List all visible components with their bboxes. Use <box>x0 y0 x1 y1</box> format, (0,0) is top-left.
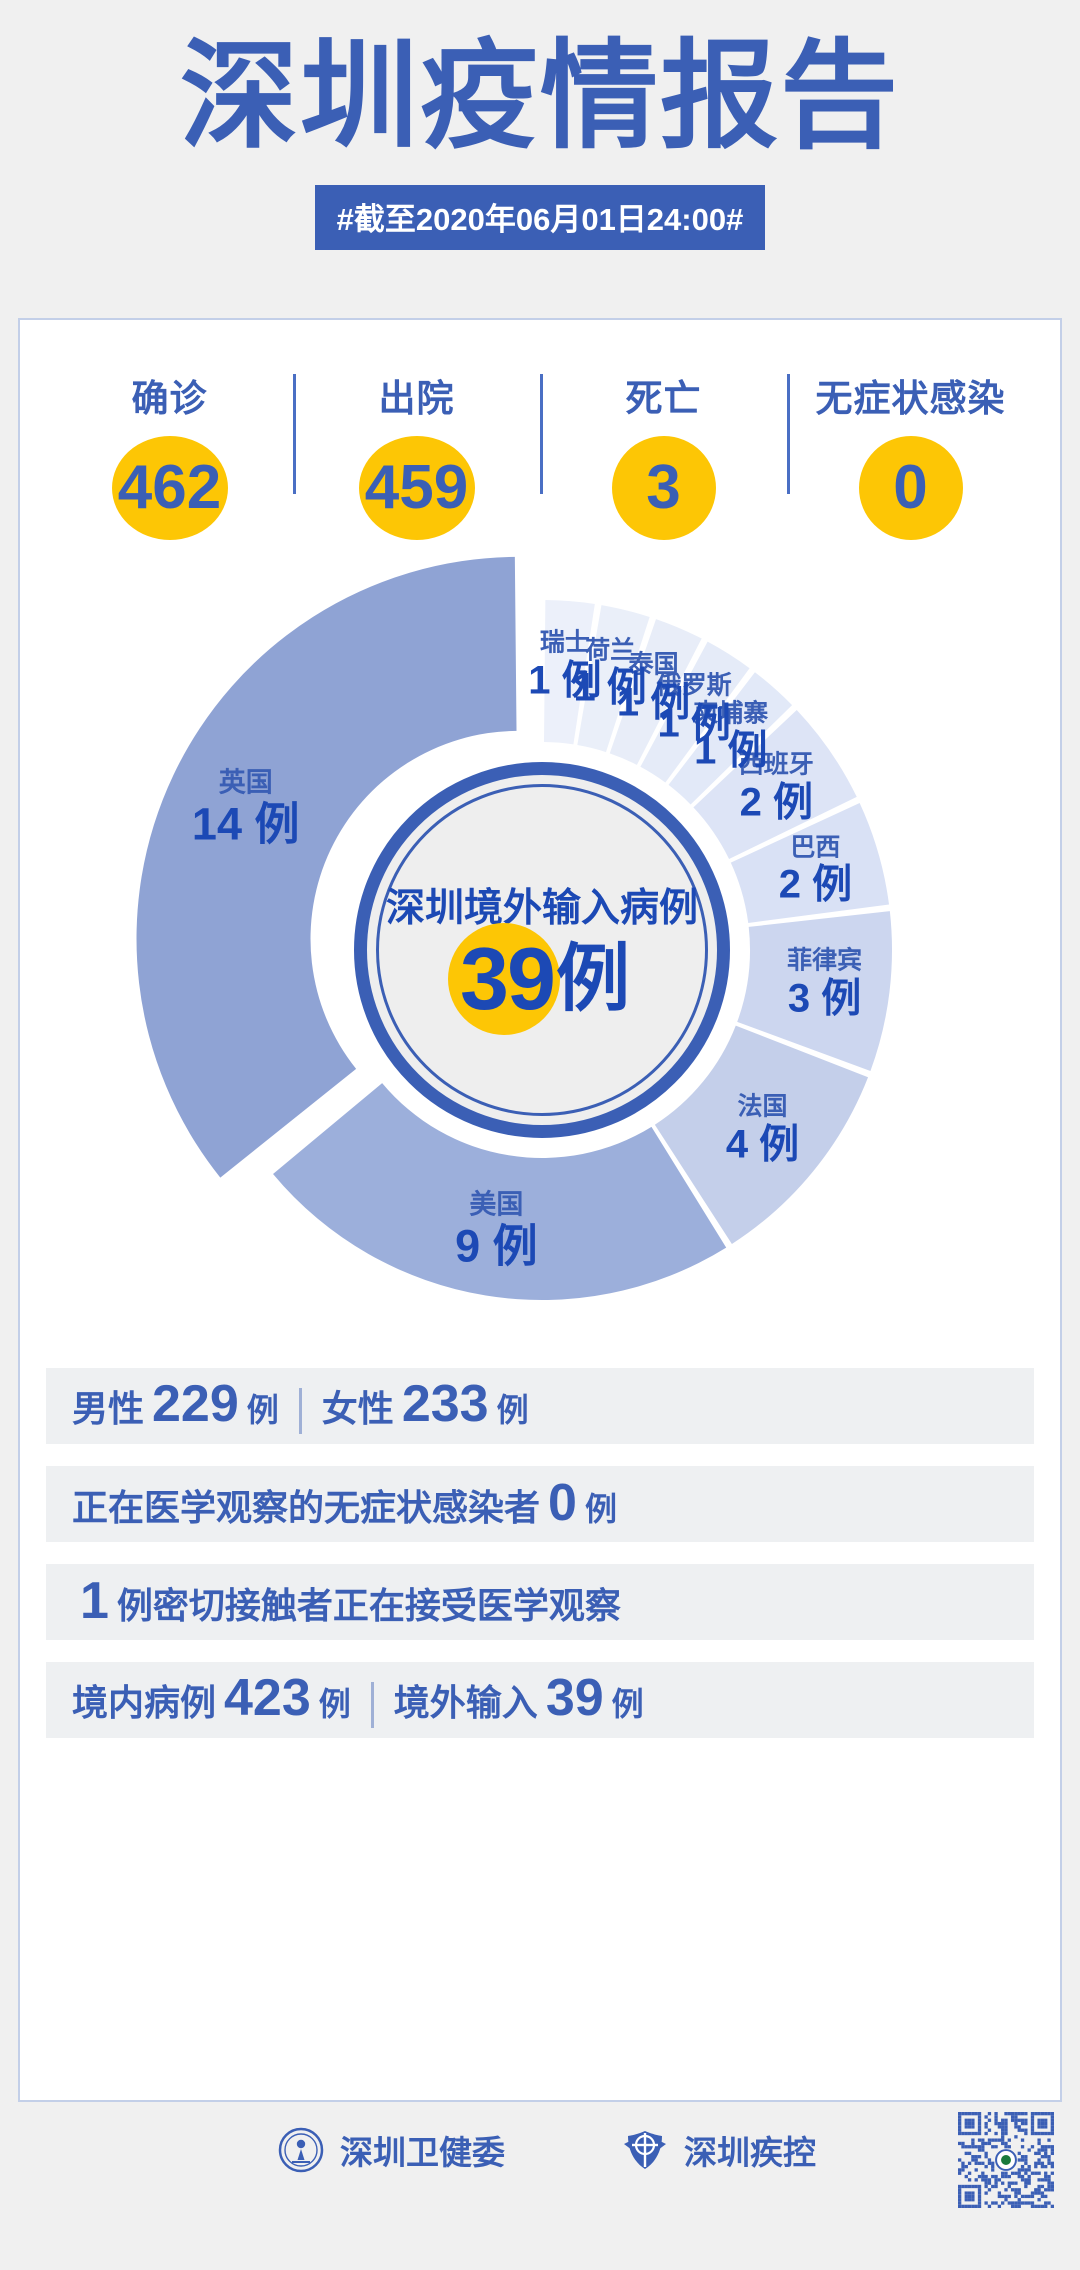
donut-center-unit: 例 <box>555 937 630 1020</box>
report-timestamp-badge: #截至2020年06月01日24:00# <box>314 185 766 251</box>
info-bar-text: 男性 229 例女性 233 例 <box>72 1374 529 1435</box>
imported-cases-donut-chart: 英国 14 例美国 9 例法国 4 例菲律宾 3 例巴西 2 例西班牙 2 例柬埔寨 1 例俄… <box>20 550 1064 1350</box>
bar-unit: 例 <box>318 1685 351 1722</box>
donut-slice-柬埔寨 <box>668 672 793 805</box>
stat-value-circle: 0 <box>858 436 963 540</box>
bar-label: 例密切接触者正在接受医学观察 <box>116 1585 621 1626</box>
stat-discharged: 出院 459 <box>293 368 540 540</box>
bar-number: 0 <box>548 1474 577 1532</box>
bar-label: 正在医学观察的无症状感染者 <box>72 1487 541 1528</box>
donut-slice-瑞士 <box>543 600 595 745</box>
donut-slice-泰国 <box>609 619 702 765</box>
donut-slice-俄罗斯 <box>640 641 750 783</box>
donut-slice-荷兰 <box>577 605 650 753</box>
stat-value-circle: 459 <box>358 436 475 540</box>
subtitle-container: #截至2020年06月01日24:00# <box>0 185 1080 251</box>
stat-value: 462 <box>117 453 222 522</box>
bar-label: 女性 <box>321 1387 394 1429</box>
stat-label: 死亡 <box>625 378 702 419</box>
donut-chart-svg <box>136 556 892 1300</box>
donut-center-title: 深圳境外输入病例 <box>385 887 698 930</box>
bar-number: 233 <box>401 1374 489 1433</box>
donut-slice-菲律宾 <box>737 911 892 1071</box>
summary-stats-row: 确诊 462 出院 459 死亡 3 无症状感染 0 <box>20 320 1060 540</box>
bar-unit: 例 <box>246 1391 279 1428</box>
donut-slice-美国 <box>273 1083 727 1300</box>
donut-slice-英国 <box>136 556 517 1178</box>
bar-number: 229 <box>152 1374 239 1433</box>
footer-org-name: 深圳卫健委 <box>340 2134 505 2171</box>
stat-label: 无症状感染 <box>815 378 1006 419</box>
info-bars: 男性 229 例女性 233 例正在医学观察的无症状感染者 0 例 1 例密切接触者正在接受医学… <box>20 1368 1060 1738</box>
info-bar-text: 1 例密切接触者正在接受医学观察 <box>72 1575 621 1629</box>
health-commission-logo-icon <box>278 2127 324 2173</box>
stat-deaths: 死亡 3 <box>540 368 787 540</box>
stat-confirmed: 确诊 462 <box>46 368 293 540</box>
stat-value: 459 <box>364 453 469 522</box>
cdc-shield-logo-icon <box>624 2131 666 2169</box>
bar-label: 境内病例 <box>72 1681 217 1723</box>
stat-value-circle: 3 <box>611 436 716 540</box>
stat-asymptomatic: 无症状感染 0 <box>787 368 1034 540</box>
donut-slice-巴西 <box>730 802 890 923</box>
bar-number: 39 <box>545 1668 604 1727</box>
donut-center: 深圳境外输入病例 39 例 <box>354 762 730 1138</box>
donut-center-total: 39 例 <box>448 923 630 1035</box>
footer: 深圳卫健委 深圳疾控 <box>0 2112 1080 2250</box>
info-bar-domestic-imported: 境内病例 423 例境外输入 39 例 <box>46 1662 1034 1738</box>
stat-value: 3 <box>646 453 681 522</box>
bar-label: 境外输入 <box>393 1681 538 1723</box>
stat-value: 0 <box>893 453 928 522</box>
stat-label: 出院 <box>378 378 455 419</box>
donut-slice-西班牙 <box>693 709 857 860</box>
bar-unit: 例 <box>584 1491 617 1527</box>
info-bar-text: 正在医学观察的无症状感染者 0 例 <box>72 1477 617 1531</box>
footer-org-cdc: 深圳疾控 <box>622 2126 816 2174</box>
footer-org-health-commission: 深圳卫健委 <box>278 2126 505 2174</box>
donut-center-number: 39 <box>460 929 556 1028</box>
bar-number: 423 <box>224 1668 311 1727</box>
bar-divider <box>298 1388 302 1435</box>
info-bar-text: 境内病例 423 例境外输入 39 例 <box>72 1668 644 1729</box>
stat-label: 确诊 <box>131 378 208 419</box>
report-card: 确诊 462 出院 459 死亡 3 无症状感染 0 英 <box>18 318 1062 2102</box>
bar-number: 1 <box>80 1572 109 1630</box>
stat-value-circle: 462 <box>111 436 228 540</box>
bar-unit: 例 <box>611 1685 644 1722</box>
info-bar-asymptomatic-observation: 正在医学观察的无症状感染者 0 例 <box>46 1466 1034 1542</box>
page-title: 深圳疫情报告 <box>179 31 900 163</box>
yellow-highlight-circle <box>448 923 561 1035</box>
header: 深圳疫情报告 #截至2020年06月01日24:00# <box>0 0 1080 251</box>
donut-slice-法国 <box>654 1025 869 1245</box>
bar-unit: 例 <box>496 1391 529 1428</box>
bar-divider <box>370 1682 374 1729</box>
bar-label: 男性 <box>72 1387 145 1429</box>
footer-org-name: 深圳疾控 <box>684 2134 816 2171</box>
info-bar-gender: 男性 229 例女性 233 例 <box>46 1368 1034 1444</box>
info-bar-close-contacts: 1 例密切接触者正在接受医学观察 <box>46 1564 1034 1640</box>
qr-code[interactable] <box>958 2112 1054 2208</box>
